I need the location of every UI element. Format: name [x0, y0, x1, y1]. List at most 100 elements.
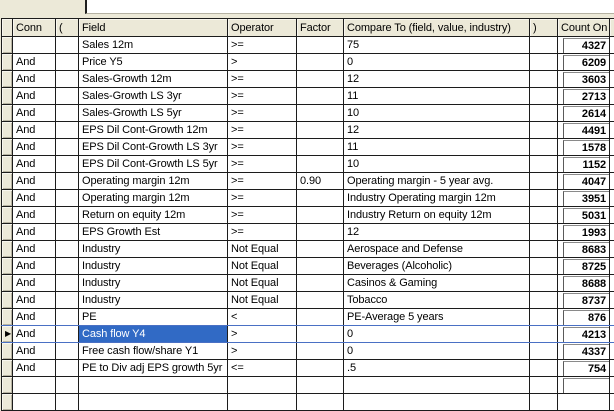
row-selector[interactable]: [1, 393, 13, 411]
cell-compare-to[interactable]: Industry Operating margin 12m: [343, 189, 530, 207]
cell-count-on[interactable]: 1578: [557, 138, 610, 156]
cell-close-paren[interactable]: [529, 121, 558, 139]
cell-conn[interactable]: And: [12, 325, 56, 343]
cell-operator[interactable]: >=: [227, 206, 297, 224]
cell-compare-to[interactable]: [343, 393, 530, 411]
row-selector[interactable]: [1, 308, 13, 326]
column-header-compare-to[interactable]: Compare To (field, value, industry): [343, 18, 530, 37]
row-selector[interactable]: [1, 274, 13, 292]
cell-open-paren[interactable]: [55, 240, 79, 258]
row-selector[interactable]: [1, 53, 13, 71]
cell-field[interactable]: EPS Dil Cont-Growth 12m: [78, 121, 228, 139]
row-selector[interactable]: [1, 172, 13, 190]
cell-count-on[interactable]: 4491: [557, 121, 610, 139]
cell-field[interactable]: Cash flow Y4: [78, 325, 228, 343]
cell-compare-to[interactable]: 12: [343, 121, 530, 139]
cell-field[interactable]: Sales 12m: [78, 36, 228, 54]
row-selector[interactable]: [1, 359, 13, 377]
cell-count-on[interactable]: 1152: [557, 155, 610, 173]
cell-count-on[interactable]: 2614: [557, 104, 610, 122]
cell-count-on[interactable]: 4047: [557, 172, 610, 190]
cell-operator[interactable]: >=: [227, 155, 297, 173]
cell-compare-to[interactable]: 10: [343, 104, 530, 122]
cell-factor[interactable]: [296, 104, 344, 122]
cell-operator[interactable]: >=: [227, 36, 297, 54]
cell-open-paren[interactable]: [55, 172, 79, 190]
cell-factor[interactable]: [296, 138, 344, 156]
cell-operator[interactable]: Not Equal: [227, 291, 297, 309]
cell-open-paren[interactable]: [55, 257, 79, 275]
cell-operator[interactable]: >=: [227, 138, 297, 156]
cell-compare-to[interactable]: 12: [343, 70, 530, 88]
cell-compare-to[interactable]: 0: [343, 53, 530, 71]
cell-close-paren[interactable]: [529, 325, 558, 343]
cell-close-paren[interactable]: [529, 155, 558, 173]
cell-close-paren[interactable]: [529, 291, 558, 309]
cell-compare-to[interactable]: 11: [343, 138, 530, 156]
cell-operator[interactable]: >=: [227, 223, 297, 241]
cell-conn[interactable]: [12, 376, 56, 394]
cell-field[interactable]: Industry: [78, 257, 228, 275]
cell-conn[interactable]: And: [12, 121, 56, 139]
cell-factor[interactable]: [296, 87, 344, 105]
column-header-factor[interactable]: Factor: [296, 18, 344, 37]
cell-factor[interactable]: [296, 393, 344, 411]
cell-open-paren[interactable]: [55, 223, 79, 241]
cell-count-on[interactable]: 8683: [557, 240, 610, 258]
cell-close-paren[interactable]: [529, 172, 558, 190]
cell-open-paren[interactable]: [55, 342, 79, 360]
cell-field[interactable]: PE to Div adj EPS growth 5yr: [78, 359, 228, 377]
column-header-count-on[interactable]: Count On: [557, 18, 610, 37]
cell-operator[interactable]: >=: [227, 87, 297, 105]
cell-conn[interactable]: And: [12, 172, 56, 190]
cell-conn[interactable]: And: [12, 87, 56, 105]
column-header-conn[interactable]: Conn: [12, 18, 56, 37]
cell-field[interactable]: Sales-Growth LS 5yr: [78, 104, 228, 122]
cell-close-paren[interactable]: [529, 87, 558, 105]
cell-field[interactable]: Sales-Growth 12m: [78, 70, 228, 88]
cell-compare-to[interactable]: Industry Return on equity 12m: [343, 206, 530, 224]
cell-open-paren[interactable]: [55, 393, 79, 411]
cell-factor[interactable]: [296, 206, 344, 224]
cell-compare-to[interactable]: Aerospace and Defense: [343, 240, 530, 258]
cell-open-paren[interactable]: [55, 155, 79, 173]
cell-count-on[interactable]: 4327: [557, 36, 610, 54]
cell-conn[interactable]: And: [12, 291, 56, 309]
cell-field[interactable]: Return on equity 12m: [78, 206, 228, 224]
cell-operator[interactable]: >: [227, 325, 297, 343]
cell-conn[interactable]: And: [12, 257, 56, 275]
cell-conn[interactable]: And: [12, 308, 56, 326]
cell-count-on[interactable]: [557, 393, 610, 411]
cell-count-on[interactable]: 5031: [557, 206, 610, 224]
row-selector[interactable]: [1, 70, 13, 88]
row-selector[interactable]: [1, 104, 13, 122]
cell-close-paren[interactable]: [529, 342, 558, 360]
cell-factor[interactable]: [296, 342, 344, 360]
cell-factor[interactable]: [296, 189, 344, 207]
cell-operator[interactable]: <=: [227, 359, 297, 377]
cell-operator[interactable]: >=: [227, 172, 297, 190]
cell-count-on[interactable]: [557, 376, 610, 394]
cell-field[interactable]: [78, 393, 228, 411]
cell-conn[interactable]: And: [12, 223, 56, 241]
cell-open-paren[interactable]: [55, 87, 79, 105]
cell-count-on[interactable]: 3603: [557, 70, 610, 88]
row-selector[interactable]: [1, 240, 13, 258]
cell-operator[interactable]: >=: [227, 121, 297, 139]
column-header-field[interactable]: Field: [78, 18, 228, 37]
cell-field[interactable]: [78, 376, 228, 394]
row-selector[interactable]: [1, 36, 13, 54]
cell-open-paren[interactable]: [55, 376, 79, 394]
cell-conn[interactable]: And: [12, 189, 56, 207]
row-selector[interactable]: [1, 223, 13, 241]
cell-open-paren[interactable]: [55, 308, 79, 326]
cell-count-on[interactable]: 4213: [557, 325, 610, 343]
cell-count-on[interactable]: 3951: [557, 189, 610, 207]
cell-field[interactable]: Industry: [78, 240, 228, 258]
cell-conn[interactable]: And: [12, 342, 56, 360]
formula-edit-bar[interactable]: [85, 0, 614, 14]
cell-close-paren[interactable]: [529, 240, 558, 258]
row-selector[interactable]: [1, 121, 13, 139]
cell-field[interactable]: Price Y5: [78, 53, 228, 71]
cell-count-on[interactable]: 8725: [557, 257, 610, 275]
